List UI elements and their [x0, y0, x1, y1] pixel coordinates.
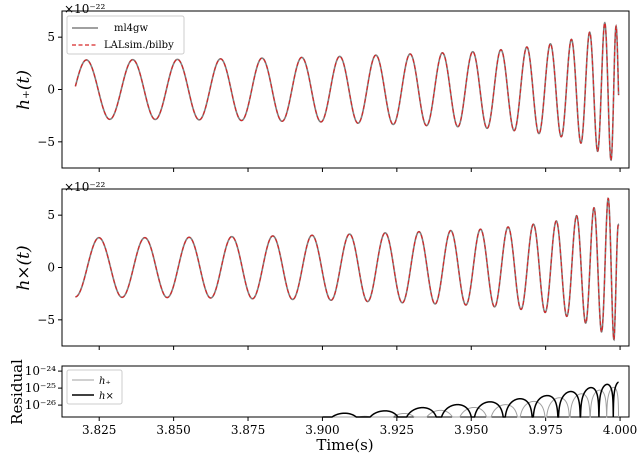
- xticks-residual: 3.825 3.850 3.875 3.900 3.925 3.950 3.975 4.000: [82, 417, 637, 437]
- panel-hcross: ×10⁻²² h×(t) −5 0 5: [14, 180, 630, 350]
- ytick-label: 0: [47, 261, 55, 275]
- xlabel-residual: Time(s): [316, 436, 373, 454]
- ytick-label: 0: [47, 83, 55, 97]
- legend-label-hplus: h₊: [99, 376, 111, 387]
- ytick-label: 5: [47, 208, 55, 222]
- ytick-label: 10⁻²⁴: [25, 364, 56, 378]
- xtick-label: 3.975: [528, 423, 562, 437]
- xtick-label: 3.825: [82, 423, 116, 437]
- legend-hplus: ml4gw LALsim./bilby: [66, 15, 185, 55]
- ytick-label: −5: [37, 135, 55, 149]
- xtick-label: 3.875: [231, 423, 265, 437]
- yticks-hcross: −5 0 5: [37, 208, 62, 327]
- plot-frame-hcross: [61, 188, 630, 347]
- legend-label-ml4gw: ml4gw: [114, 23, 148, 34]
- panel-hplus: ×10⁻²² h₊(t) −5 0 5 ml4gw LALsim./bilby: [14, 2, 630, 172]
- line-residual-hcross: [322, 381, 619, 418]
- line-residual-hplus: [322, 386, 620, 418]
- legend-label-hcross: h×: [99, 391, 114, 402]
- yticks-residual: 10⁻²⁶ 10⁻²⁵ 10⁻²⁴: [25, 364, 62, 412]
- ytick-label: 10⁻²⁶: [25, 398, 56, 412]
- xticks-hplus: [98, 168, 621, 172]
- yticks-hplus: −5 0 5: [37, 30, 62, 149]
- ytick-label: 10⁻²⁵: [25, 381, 56, 395]
- xtick-label: 3.900: [305, 423, 339, 437]
- legend-box-hplus: [66, 15, 185, 55]
- offset-text-hcross: ×10⁻²²: [64, 180, 105, 194]
- ylabel-hcross: h×(t): [14, 245, 34, 290]
- ylabel-hplus: h₊(t): [14, 70, 34, 110]
- legend-label-lalsim: LALsim./bilby: [104, 40, 174, 51]
- xtick-label: 4.000: [603, 423, 637, 437]
- ytick-label: 5: [47, 30, 55, 44]
- xticks-hcross: [98, 346, 621, 350]
- legend-residual: h₊ h×: [66, 369, 123, 405]
- line-hplus-lalsim: [74, 21, 620, 161]
- offset-text-hplus: ×10⁻²²: [64, 2, 105, 16]
- ytick-label: −5: [37, 313, 55, 327]
- xtick-label: 3.950: [454, 423, 488, 437]
- xtick-label: 3.850: [156, 423, 190, 437]
- xtick-label: 3.925: [380, 423, 414, 437]
- line-hcross-lalsim: [75, 197, 620, 341]
- ylabel-residual: Residual: [8, 359, 26, 425]
